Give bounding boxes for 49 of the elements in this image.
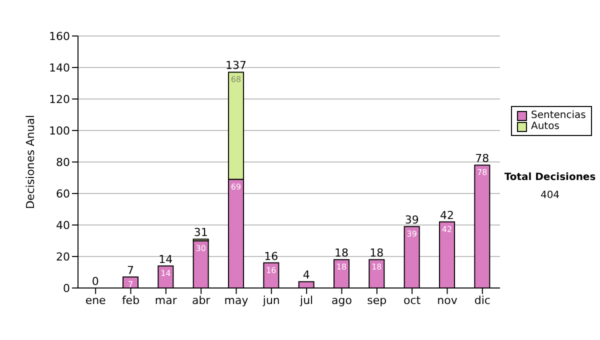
total-label: 14	[158, 252, 173, 266]
x-tick-label: oct	[404, 294, 422, 307]
y-tick-label: 160	[49, 30, 70, 43]
total-label: 16	[264, 250, 278, 263]
total-label: 7	[127, 264, 134, 277]
total-label: 78	[475, 152, 490, 166]
y-tick-label: 40	[56, 218, 70, 232]
x-tick-label: mar	[154, 294, 178, 307]
data-label: 30	[196, 244, 206, 253]
x-tick-label: sep	[367, 294, 387, 307]
data-label: 7	[128, 280, 134, 289]
x-tick-label: ago	[332, 294, 352, 307]
text: 404	[539, 190, 561, 201]
x-tick-label: dic	[474, 294, 490, 307]
total-label: 0	[92, 275, 99, 288]
data-label: 18	[336, 262, 347, 272]
x-tick-label: feb	[122, 294, 140, 307]
x-tick-label: may	[224, 294, 249, 307]
data-label: 14	[160, 268, 171, 278]
y-tick-label: 80	[56, 156, 70, 169]
total-label: 137	[226, 59, 247, 72]
y-tick-label: 20	[56, 250, 70, 264]
y-axis-title: Decisiones Anual	[24, 114, 37, 210]
y-tick-label: 60	[56, 187, 70, 200]
data-label: 78	[477, 168, 488, 178]
data-label: 42	[442, 224, 452, 234]
total-label: 18	[370, 246, 384, 260]
y-tick-label: 120	[49, 92, 70, 106]
x-tick-label: abr	[192, 294, 211, 307]
y-tick-label: 100	[49, 124, 70, 138]
y-tick-label: 140	[49, 61, 70, 74]
legend-label: Autos	[531, 121, 560, 132]
y-tick-label: 0	[63, 282, 70, 295]
total-label: 31	[194, 226, 208, 240]
total-label: 39	[404, 214, 419, 227]
x-tick-label: jun	[262, 294, 280, 307]
x-tick-label: ene	[85, 294, 106, 307]
total-label: 4	[302, 268, 310, 282]
total-label: 18	[334, 246, 349, 260]
legend-label: Sentencias	[531, 110, 586, 121]
x-tick-label: jul	[299, 294, 314, 307]
total-label: 42	[440, 208, 454, 222]
x-tick-label: nov	[437, 294, 458, 307]
data-label: 69	[230, 182, 242, 192]
data-label: 16	[266, 266, 276, 275]
data-label: 39	[406, 230, 417, 239]
data-label: 68	[230, 75, 242, 84]
data-label: 18	[372, 262, 382, 272]
text: Total Decisiones	[503, 172, 597, 183]
